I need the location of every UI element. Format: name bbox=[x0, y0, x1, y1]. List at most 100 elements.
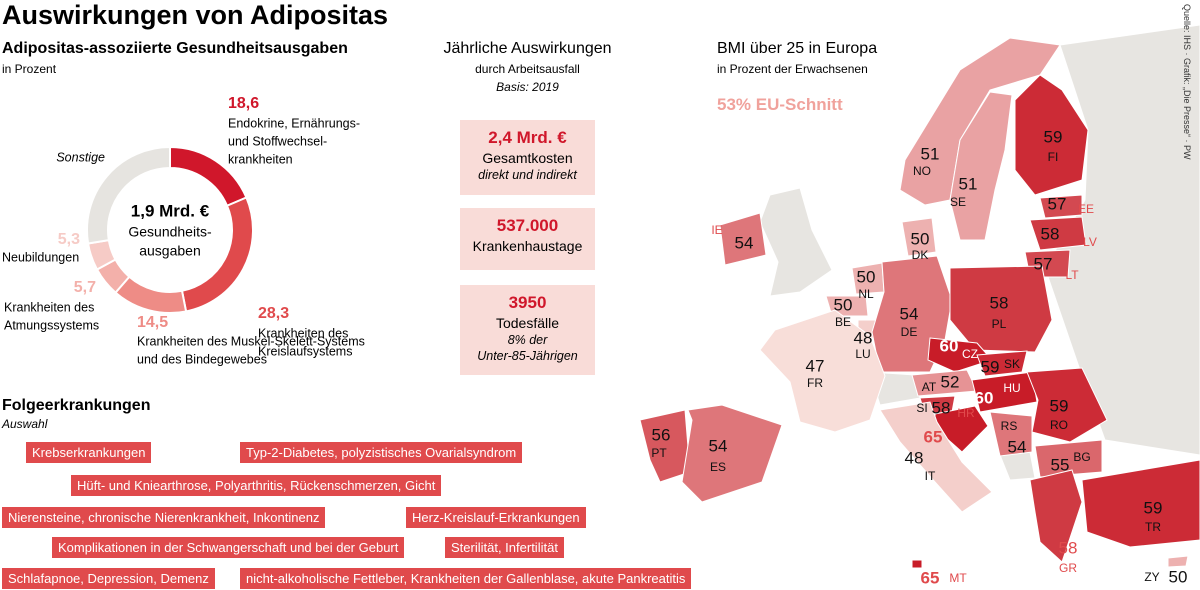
box-value: 537.000 bbox=[496, 216, 559, 235]
country-code: MT bbox=[949, 571, 967, 585]
segment-label: und des Bindegewebes bbox=[137, 352, 267, 366]
country-code: LU bbox=[855, 347, 870, 361]
impact-basis: Basis: 2019 bbox=[496, 80, 559, 94]
disease-tag: Schlafapnoe, Depression, Demenz bbox=[2, 568, 215, 589]
country-code: SI bbox=[916, 401, 927, 415]
source: Quelle: IHS · Grafik: „Die Presse“ · PW bbox=[1182, 4, 1192, 160]
country bbox=[1014, 74, 1089, 196]
country bbox=[927, 337, 993, 373]
country bbox=[879, 401, 993, 513]
diseases-title: Folgeerkrankungen bbox=[2, 397, 151, 414]
country bbox=[899, 37, 1061, 206]
box-note: direkt und indirekt bbox=[478, 168, 577, 182]
country bbox=[989, 411, 1033, 457]
country-value: 54 bbox=[1008, 437, 1027, 456]
disease-tag: Nierensteine, chronische Nierenkrankheit… bbox=[2, 507, 326, 528]
segment-label: Krankheiten des Muskel-Skelett-Systems bbox=[137, 334, 365, 348]
country-code: EE bbox=[1078, 202, 1094, 216]
country-value: 58 bbox=[1041, 224, 1060, 243]
country-code: CZ bbox=[962, 347, 978, 361]
disease-tag: Sterilität, Infertilität bbox=[445, 537, 564, 558]
map-title: BMI über 25 in Europa bbox=[717, 40, 878, 57]
segment-value: 18,6 bbox=[228, 95, 259, 112]
box-label: Krankenhaustage bbox=[472, 238, 583, 254]
donut-center: 1,9 Mrd. € bbox=[131, 201, 210, 220]
country-code: BE bbox=[835, 315, 851, 329]
donut-title: Adipositas-assoziierte Gesundheitsausgab… bbox=[2, 40, 348, 57]
country-value: 59 bbox=[981, 357, 1000, 376]
segment-label: krankheiten bbox=[228, 152, 293, 166]
country-value: 58 bbox=[1059, 538, 1078, 557]
country-value: 52 bbox=[941, 372, 960, 391]
segment-label: und Stoffwechsel- bbox=[228, 134, 327, 148]
impact-box: 537.000 Krankenhaustage bbox=[460, 208, 595, 270]
segment-label: Krankheiten des bbox=[258, 326, 348, 340]
title: Auswirkungen von Adipositas bbox=[2, 0, 389, 30]
diseases-subtitle: Auswahl bbox=[2, 417, 48, 431]
country bbox=[1034, 439, 1103, 478]
impact-box: 3950 Todesfälle 8% der Unter-85-Jährigen bbox=[460, 285, 595, 375]
country bbox=[719, 212, 767, 266]
country bbox=[1029, 216, 1087, 251]
country-value: 58 bbox=[932, 398, 951, 417]
country-code: PL bbox=[992, 317, 1007, 331]
country-value: 55 bbox=[1051, 455, 1070, 474]
country-code: FI bbox=[1048, 150, 1059, 164]
disease-tag: Komplikationen in der Schwangerschaft un… bbox=[52, 537, 405, 558]
map-subtitle: in Prozent der Erwachsenen bbox=[717, 62, 868, 76]
country-code: ES bbox=[710, 460, 726, 474]
box-label: Todesfälle bbox=[495, 315, 560, 331]
country-code: IE bbox=[711, 223, 722, 237]
country-value: 48 bbox=[854, 328, 873, 347]
country-value: 54 bbox=[900, 304, 919, 323]
country-code: TR bbox=[1145, 520, 1161, 534]
country-value: 59 bbox=[1144, 498, 1163, 517]
country bbox=[976, 350, 1028, 377]
disease-tag: Hüft- und Kniearthrose, Polyarthritis, R… bbox=[71, 475, 442, 496]
country-code: LV bbox=[1083, 235, 1097, 249]
segment-value: 5,3 bbox=[58, 231, 80, 248]
country-code: AT bbox=[922, 380, 937, 394]
segment-label: Krankheiten des bbox=[4, 300, 94, 314]
country-value: 50 bbox=[911, 229, 930, 248]
country-code: BG bbox=[1073, 450, 1090, 464]
donut-segment bbox=[86, 145, 171, 245]
country-value: 59 bbox=[1050, 396, 1069, 415]
segment-label: Sonstige bbox=[56, 150, 105, 164]
country-value: 65 bbox=[924, 427, 943, 446]
country bbox=[971, 371, 1038, 413]
eu-average: 53% EU-Schnitt bbox=[717, 95, 843, 114]
disease-tag: Herz-Kreislauf-Erkrankungen bbox=[406, 507, 586, 528]
country-value: 59 bbox=[1044, 127, 1063, 146]
land bbox=[759, 187, 833, 297]
segment-label: Neubildungen bbox=[2, 250, 79, 264]
segment-value: 14,5 bbox=[137, 314, 168, 331]
country bbox=[639, 409, 691, 483]
country-code: HR bbox=[957, 406, 975, 420]
box-label: Gesamtkosten bbox=[482, 150, 573, 166]
country-value: 56 bbox=[652, 425, 671, 444]
country-value: 50 bbox=[1169, 567, 1188, 586]
country-code: IT bbox=[925, 469, 936, 483]
country-code: DK bbox=[912, 248, 929, 262]
country-code: HU bbox=[1003, 381, 1020, 395]
country bbox=[949, 91, 1013, 241]
disease-tag: Krebserkrankungen bbox=[26, 442, 152, 463]
donut-center: Gesundheits- bbox=[128, 224, 212, 240]
impact-title: Jährliche Auswirkungen bbox=[443, 40, 612, 57]
box-note: 8% der bbox=[507, 333, 548, 347]
country-value: 51 bbox=[921, 144, 940, 163]
donut-segment bbox=[114, 275, 188, 314]
box-value: 2,4 Mrd. € bbox=[488, 128, 567, 147]
country-code: NO bbox=[913, 164, 931, 178]
country-value: 57 bbox=[1048, 194, 1067, 213]
segment-label: Endokrine, Ernährungs- bbox=[228, 116, 360, 130]
disease-tag: Typ-2-Diabetes, polyzistisches Ovarialsy… bbox=[240, 442, 523, 463]
country-code: NL bbox=[858, 287, 874, 301]
impact-subtitle: durch Arbeitsausfall bbox=[475, 62, 580, 76]
country-code: ZY bbox=[1144, 570, 1159, 584]
country-value: 47 bbox=[806, 356, 825, 375]
segment-label: Kreislaufsystems bbox=[258, 344, 352, 358]
